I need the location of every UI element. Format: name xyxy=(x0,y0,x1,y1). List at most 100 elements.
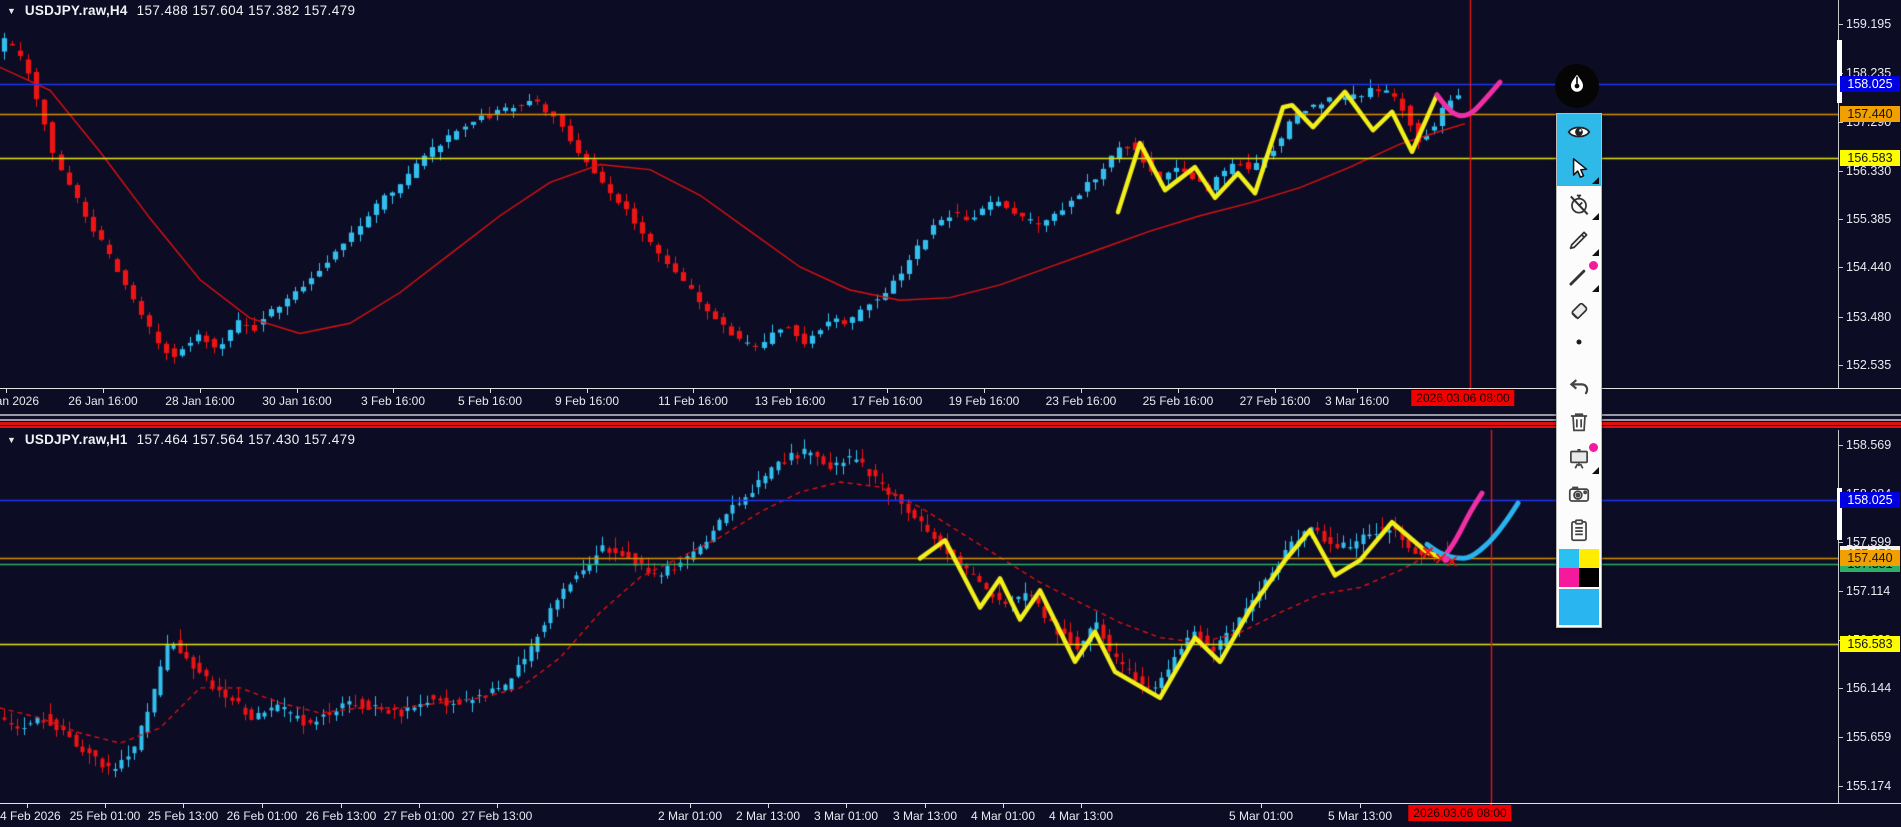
time-tick-label: 4 Mar 01:00 xyxy=(970,809,1036,823)
timer-off-icon xyxy=(1570,194,1589,215)
time-tick-mark xyxy=(925,804,926,808)
price-level-label: 158.025 xyxy=(1840,75,1900,92)
price-axis-h4[interactable]: 159.195158.235157.290156.330155.385154.4… xyxy=(1837,0,1901,388)
time-tick-label: 3 Feb 16:00 xyxy=(360,394,426,408)
time-tick-mark xyxy=(183,804,184,808)
time-tick-mark xyxy=(105,804,106,808)
eye-icon xyxy=(1567,126,1591,138)
eraser-tool[interactable] xyxy=(1557,294,1601,330)
eraser-icon xyxy=(1571,302,1588,320)
time-axis-h4[interactable]: 22 Jan 2026 26 Jan 16:00 28 Jan 16:00 30 Ja… xyxy=(0,388,1901,413)
dot-tool[interactable] xyxy=(1557,330,1601,354)
palette-color[interactable] xyxy=(1579,549,1599,568)
time-tick-label: 9 Feb 16:00 xyxy=(554,394,620,408)
time-tick-mark xyxy=(490,389,491,393)
price-tick-label: 156.144 xyxy=(1846,681,1892,696)
active-color-dot-icon xyxy=(1589,443,1598,452)
price-tick-mark xyxy=(1839,365,1843,366)
trash-icon xyxy=(1570,413,1588,432)
time-tick-mark xyxy=(1275,389,1276,393)
board-tool[interactable] xyxy=(1557,440,1601,476)
drawing-tools-button[interactable] xyxy=(1555,64,1599,108)
price-axis-h1[interactable]: 158.569158.084157.599157.114156.629156.1… xyxy=(1837,430,1901,803)
time-tick-mark xyxy=(768,804,769,808)
h1-chart-canvas[interactable] xyxy=(0,430,1838,803)
time-tick-label: 27 Feb 13:00 xyxy=(461,809,533,823)
time-tick-mark xyxy=(6,389,7,393)
time-tick-label: 25 Feb 01:00 xyxy=(69,809,141,823)
clipboard-tool[interactable] xyxy=(1557,512,1601,548)
time-tick-label: 19 Feb 16:00 xyxy=(948,394,1020,408)
undo-icon xyxy=(1569,379,1589,395)
palette-color[interactable] xyxy=(1579,568,1599,587)
price-tick-mark xyxy=(1839,737,1843,738)
time-tick-mark xyxy=(1081,804,1082,808)
collapse-triangle-icon[interactable]: ▼ xyxy=(7,5,16,16)
time-tick-label: 27 Feb 01:00 xyxy=(383,809,455,823)
time-tick-label: 27 Feb 16:00 xyxy=(1239,394,1311,408)
collapse-triangle-icon[interactable]: ▼ xyxy=(7,434,16,445)
price-tick-label: 157.599 xyxy=(1846,535,1892,550)
dot-icon xyxy=(1576,339,1582,345)
time-tick-mark xyxy=(1261,804,1262,808)
price-tick-mark xyxy=(1839,445,1843,446)
time-tick-label: 26 Feb 13:00 xyxy=(305,809,377,823)
price-tick-label: 155.659 xyxy=(1846,730,1892,745)
time-tick-mark xyxy=(497,804,498,808)
time-tick-label: 3 Mar 16:00 xyxy=(1324,394,1390,408)
axis-range-indicator xyxy=(1837,40,1842,103)
price-tick-mark xyxy=(1839,542,1843,543)
time-tick-label: 23 Feb 16:00 xyxy=(1045,394,1117,408)
current-color-swatch[interactable] xyxy=(1559,589,1599,625)
time-tick-mark xyxy=(887,389,888,393)
time-tick-mark xyxy=(297,389,298,393)
price-tick-mark xyxy=(1839,219,1843,220)
ohlc-values-h1: 157.464 157.564 157.430 157.479 xyxy=(136,432,356,447)
time-axis-h1[interactable]: 24 Feb 2026 25 Feb 01:00 25 Feb 13:00 26 Fe… xyxy=(0,803,1901,827)
time-tick-mark xyxy=(200,389,201,393)
time-tick-mark xyxy=(1081,389,1082,393)
time-tick-mark xyxy=(984,389,985,393)
symbol-timeframe-h1: USDJPY.raw,H1 xyxy=(24,432,128,447)
palette-color[interactable] xyxy=(1559,568,1579,587)
cursor-tool[interactable] xyxy=(1557,150,1601,186)
time-tick-label: 4 Mar 13:00 xyxy=(1048,809,1114,823)
time-tick-mark xyxy=(27,804,28,808)
price-tick-mark xyxy=(1839,24,1843,25)
time-cursor-label: 2026.03.06 08:00 xyxy=(1411,390,1515,406)
price-tick-mark xyxy=(1839,786,1843,787)
time-tick-label: 25 Feb 13:00 xyxy=(147,809,219,823)
time-tick-mark xyxy=(419,804,420,808)
price-tick-mark xyxy=(1839,688,1843,689)
h4-chart-canvas[interactable] xyxy=(0,0,1838,388)
time-tick-mark xyxy=(690,804,691,808)
cursor-icon xyxy=(1572,158,1588,178)
color-palette[interactable] xyxy=(1557,548,1601,588)
trash-tool[interactable] xyxy=(1557,404,1601,440)
timer-off-tool[interactable] xyxy=(1557,186,1601,222)
price-tick-label: 158.569 xyxy=(1846,438,1892,452)
price-level-label: 158.025 xyxy=(1840,491,1900,508)
camera-tool[interactable] xyxy=(1557,476,1601,512)
price-tick-label: 155.174 xyxy=(1846,778,1892,793)
palette-color[interactable] xyxy=(1559,549,1579,568)
time-tick-mark xyxy=(790,389,791,393)
price-level-label: 156.583 xyxy=(1840,636,1900,653)
time-tick-label: 5 Mar 01:00 xyxy=(1228,809,1294,823)
price-tick-label: 156.330 xyxy=(1846,163,1892,178)
price-tick-label: 152.535 xyxy=(1846,357,1892,372)
time-tick-label: 17 Feb 16:00 xyxy=(851,394,923,408)
undo-tool[interactable] xyxy=(1557,368,1601,404)
price-level-label: 156.583 xyxy=(1840,149,1900,166)
panel-splitter[interactable] xyxy=(0,412,1901,430)
time-tick-mark xyxy=(1003,804,1004,808)
chart-title-h1: ▼ USDJPY.raw,H1 157.464 157.564 157.430 … xyxy=(7,432,355,447)
time-tick-label: 2 Mar 13:00 xyxy=(735,809,801,823)
eye-tool[interactable] xyxy=(1557,114,1601,150)
time-tick-label: 28 Jan 16:00 xyxy=(165,394,235,408)
pen-line-tool[interactable] xyxy=(1557,258,1601,294)
marker-tool[interactable] xyxy=(1557,222,1601,258)
price-tick-mark xyxy=(1839,122,1843,123)
time-tick-mark xyxy=(1360,804,1361,808)
